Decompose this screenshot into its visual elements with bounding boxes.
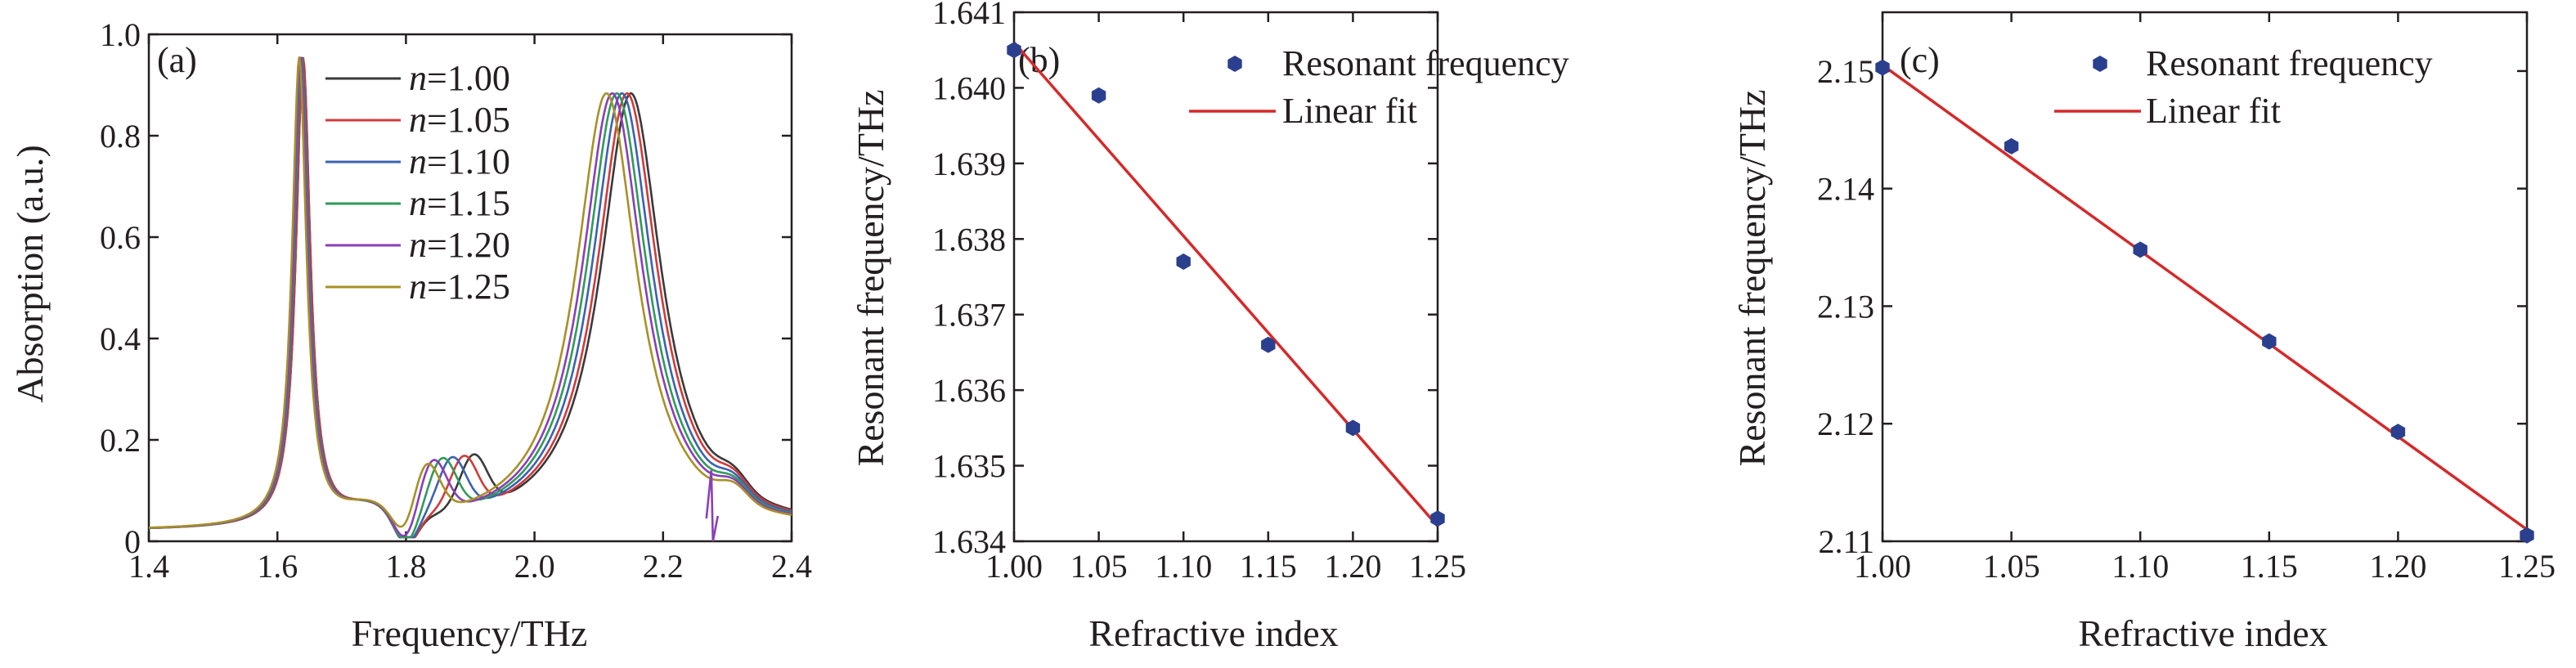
panel-c-x-tick-label: 1.10 bbox=[2112, 548, 2169, 585]
panel-c-y-tick-label: 2.13 bbox=[1817, 288, 1874, 325]
panel-c-legend-marker bbox=[2093, 56, 2107, 72]
panel-a-y-axis-label: Absorption (a.u.) bbox=[9, 145, 51, 403]
panel-c-x-tick-label: 1.20 bbox=[2369, 548, 2426, 585]
panel-b-fit-line bbox=[1012, 41, 1439, 527]
panel-a-y-tick-label: 1.0 bbox=[100, 16, 141, 53]
panel-a-y-tick-label: 0.2 bbox=[100, 422, 141, 459]
panel-b-y-axis-label: Resonant frequency/THz bbox=[850, 89, 891, 466]
panel-b-plot-frame bbox=[1012, 11, 1439, 543]
panel-b-label: (b) bbox=[1018, 40, 1060, 80]
panel-a-legend-symbol: n bbox=[409, 225, 427, 265]
panel-b-data-point bbox=[1430, 510, 1445, 527]
panel-c-resonant-frequency-2: Resonant frequency/THz Refractive index … bbox=[1731, 11, 2556, 654]
panel-c-x-tick-label: 1.25 bbox=[2498, 548, 2556, 585]
panel-a-legend-symbol: n bbox=[409, 183, 427, 223]
panel-c-data-point bbox=[2004, 137, 2019, 155]
panel-c-data-point bbox=[2262, 333, 2277, 350]
panel-b-y-tick-label: 1.639 bbox=[932, 146, 1006, 182]
panel-a-legend-label: n=1.20 bbox=[409, 225, 510, 265]
panel-c-x-tick-label: 1.00 bbox=[1854, 548, 1911, 585]
panel-b-y-tick-label: 1.635 bbox=[932, 448, 1006, 485]
panel-b-data-point bbox=[1007, 42, 1021, 59]
panel-a-legend-symbol: n bbox=[409, 141, 427, 182]
panel-a-y-tick-label: 0.4 bbox=[100, 321, 141, 357]
panel-b-y-tick-label: 1.637 bbox=[932, 297, 1006, 334]
panel-c-data-point bbox=[2520, 527, 2534, 544]
panel-a-legend-label: n=1.10 bbox=[409, 141, 510, 182]
panel-a-legend-symbol: n bbox=[409, 267, 427, 307]
panel-b-x-tick-label: 1.00 bbox=[985, 548, 1043, 585]
panel-a-x-tick-label: 1.8 bbox=[385, 548, 426, 585]
panel-c-label: (c) bbox=[1900, 40, 1940, 80]
panel-a-x-tick-label: 1.6 bbox=[257, 548, 298, 585]
panel-a-series-line bbox=[148, 56, 792, 529]
panel-a-legend-label: n=1.00 bbox=[409, 58, 510, 98]
panel-c-x-tick-label: 1.05 bbox=[1983, 548, 2040, 585]
panel-b-data-point bbox=[1261, 336, 1276, 353]
panel-a-y-tick-label: 0 bbox=[124, 523, 141, 560]
panel-a-x-tick-label: 1.4 bbox=[128, 548, 169, 585]
panel-a-legend-value: =1.25 bbox=[427, 267, 510, 307]
panel-a-y-tick-label: 0.6 bbox=[100, 219, 141, 256]
panel-b-x-tick-label: 1.20 bbox=[1324, 548, 1381, 585]
panel-a-dip-artefact bbox=[705, 470, 720, 542]
panel-a-legend-label: n=1.15 bbox=[409, 183, 510, 223]
panel-a-absorption-spectra: Absorption (a.u.) Frequency/THz (a) 1.4 1… bbox=[9, 16, 812, 654]
panel-a-legend-symbol: n bbox=[409, 100, 427, 140]
panel-c-y-tick-label: 2.11 bbox=[1818, 523, 1874, 560]
panel-b-data-point bbox=[1345, 419, 1361, 437]
panel-a-legend-value: =1.20 bbox=[427, 225, 510, 265]
panel-b-resonant-frequency-1: Resonant frequency/THz Refractive index … bbox=[850, 0, 1569, 654]
panel-c-y-axis-label: Resonant frequency/THz bbox=[1731, 89, 1773, 466]
panel-a-legend-symbol: n bbox=[409, 58, 427, 98]
panel-c-y-tick-label: 2.12 bbox=[1817, 406, 1874, 442]
panel-b-y-tick-label: 1.638 bbox=[932, 221, 1006, 258]
panel-c-x-tick-label: 1.15 bbox=[2241, 548, 2298, 585]
panel-c-fit-line bbox=[1881, 64, 2529, 531]
panel-c-legend-fit-label: Linear fit bbox=[2146, 91, 2281, 131]
panel-b-data-point bbox=[1176, 253, 1191, 270]
panel-a-legend-value: =1.05 bbox=[427, 100, 510, 140]
panel-a-label: (a) bbox=[157, 40, 197, 80]
panel-a-x-axis-label: Frequency/THz bbox=[352, 612, 588, 654]
panel-b-y-tick-label: 1.634 bbox=[932, 523, 1006, 560]
panel-c-x-axis-label: Refractive index bbox=[2078, 612, 2327, 654]
panel-b-x-tick-label: 1.15 bbox=[1240, 548, 1297, 585]
panel-b-y-tick-label: 1.640 bbox=[932, 69, 1006, 106]
panel-a-legend-value: =1.00 bbox=[427, 58, 510, 98]
panel-b-x-tick-label: 1.10 bbox=[1155, 548, 1212, 585]
panel-b-x-tick-label: 1.05 bbox=[1070, 548, 1128, 585]
panel-b-x-tick-label: 1.25 bbox=[1409, 548, 1466, 585]
panel-b-legend-marker bbox=[1227, 56, 1242, 72]
panel-b-legend-fit-label: Linear fit bbox=[1282, 91, 1417, 131]
panel-b-data-point bbox=[1091, 87, 1106, 104]
panel-c-data-point bbox=[2390, 424, 2406, 441]
panel-a-legend-label: n=1.05 bbox=[409, 100, 510, 140]
panel-c-plot-frame bbox=[1881, 11, 2529, 543]
panel-c-legend-points-label: Resonant frequency bbox=[2146, 43, 2433, 83]
panel-a-legend-value: =1.10 bbox=[427, 141, 510, 182]
panel-a-x-tick-label: 2.0 bbox=[514, 548, 555, 585]
panel-a-plot-frame bbox=[147, 33, 793, 543]
panel-b-y-tick-label: 1.641 bbox=[932, 0, 1006, 31]
panel-b-legend-points-label: Resonant frequency bbox=[1282, 43, 1569, 83]
panel-a-x-tick-label: 2.2 bbox=[643, 548, 684, 585]
panel-b-y-tick-label: 1.636 bbox=[932, 372, 1006, 409]
panel-b-x-axis-label: Refractive index bbox=[1088, 612, 1338, 654]
panel-a-y-tick-label: 0.8 bbox=[100, 118, 141, 155]
panel-a-legend-value: =1.15 bbox=[427, 183, 510, 223]
panel-c-data-point bbox=[1875, 59, 1890, 76]
panel-a-x-tick-label: 2.4 bbox=[771, 548, 812, 585]
panel-a-legend-label: n=1.25 bbox=[409, 267, 510, 307]
panel-c-y-tick-label: 2.15 bbox=[1817, 53, 1874, 90]
panel-c-data-point bbox=[2133, 241, 2147, 258]
panel-c-y-tick-label: 2.14 bbox=[1817, 171, 1874, 208]
